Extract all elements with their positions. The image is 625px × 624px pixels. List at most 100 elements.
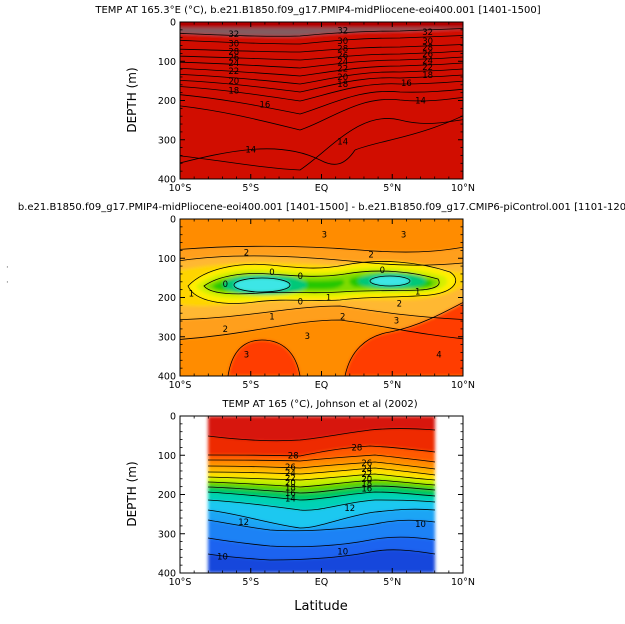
panel-3-band-29 — [208, 416, 435, 441]
panel-2-y-tick-label: 200 — [158, 293, 176, 304]
panel-2-y-tick-label: 100 — [158, 254, 176, 265]
panel-1-contour-label: 20 — [337, 73, 348, 83]
panel-1-contour-label: 20 — [228, 77, 239, 87]
panel-3-contour-label-text: 10 — [337, 547, 348, 557]
panel-3-y-tick-label: 100 — [158, 451, 176, 462]
panel-2-contour-label-text: 3 — [244, 350, 249, 360]
panel-3-contour — [207, 454, 436, 463]
panel-2-contour — [180, 245, 463, 253]
panel-3-ylabel: DEPTH (m) — [125, 461, 139, 526]
panel-3-contour — [207, 461, 436, 470]
panel-1-contour-label: 24 — [337, 57, 348, 67]
panel-1-contour-label-text: 24 — [337, 57, 348, 67]
panel-3-contour — [207, 473, 436, 481]
panel-2-contour-label-text: 3 — [394, 316, 399, 326]
panel-2-contour — [369, 275, 411, 287]
panel-3-contour-label: 18 — [285, 483, 296, 493]
x-axis-label: Latitude — [294, 599, 348, 614]
panel-1-contour — [180, 80, 463, 102]
panel-1-contour-label: 16 — [259, 100, 270, 110]
panel-1-contour-label-text: 28 — [337, 45, 348, 55]
panel-1-contour-label-text: 24 — [228, 59, 239, 69]
panel-1-contour — [180, 56, 463, 69]
panel-2-contour-label: 0 — [298, 272, 303, 282]
panel-1-x-tick-label: 5°S — [242, 183, 259, 194]
stray-mark: · — [6, 263, 9, 273]
panel-2-contour-label: 2 — [368, 250, 373, 260]
panel-2-contour-label: 1 — [269, 312, 274, 322]
panel-1-contour-label: 22 — [228, 67, 239, 77]
panel-2-contour — [344, 301, 463, 376]
panel-1-contour-label: 14 — [415, 97, 426, 107]
panel-2-contour-label: 0 — [298, 297, 303, 307]
panel-1-contour — [180, 62, 463, 77]
panel-1-contour-label: 30 — [337, 37, 348, 47]
panel-1-contour-label-text: 22 — [337, 64, 348, 74]
panel-1-contour-label: 22 — [337, 64, 348, 74]
panel-1-ylabel: DEPTH (m) — [125, 67, 139, 132]
panel-2-contour-label-text: 0 — [269, 268, 274, 278]
panel-2-contour-label-text: 1 — [269, 312, 274, 322]
panel-2-title: b.e21.B1850.f09_g17.PMIP4-midPliocene-eo… — [18, 202, 625, 213]
panel-3-contour-label-text: 28 — [351, 443, 362, 453]
panel-1-contour-label-text: 26 — [422, 50, 433, 60]
panel-2-band-neg3 — [234, 278, 290, 292]
panel-3-contour-label: 16 — [361, 485, 372, 495]
panel-2-contour-label: 0 — [223, 280, 228, 290]
panel-1-contour-label: 32 — [228, 30, 239, 40]
panel-3-contour-label: 12 — [344, 504, 355, 514]
panel-1-contour-label-text: 22 — [228, 67, 239, 77]
panel-1-contour-label: 32 — [422, 28, 433, 38]
panel-2-contour — [233, 277, 291, 293]
panel-2-y-tick-label: 300 — [158, 332, 176, 343]
panel-3-contour — [207, 491, 436, 501]
panel-1-contour-label: 26 — [422, 50, 433, 60]
panel-3-title: TEMP AT 165 (°C), Johnson et al (2002) — [221, 399, 417, 410]
panel-2-contour-label-text: 0 — [223, 280, 228, 290]
panel-1-y-tick-label: 0 — [170, 18, 176, 29]
panel-3-contour-label-text: 24 — [361, 465, 372, 475]
panel-1-contour-label: 24 — [422, 56, 433, 66]
panel-1-y-tick-label: 200 — [158, 96, 176, 107]
panel-1-contour-label-text: 14 — [245, 146, 256, 156]
panel-3-contour — [207, 479, 436, 488]
panel-3-contour-label-text: 26 — [285, 463, 296, 473]
panel-1-contour-label: 14 — [337, 138, 348, 148]
panel-3-y-tick-label: 0 — [170, 412, 176, 423]
panel-3-contour-label-text: 28 — [288, 451, 299, 461]
panel-3-contour — [207, 519, 436, 532]
panel-2-contour-label-text: 2 — [397, 299, 402, 309]
panel-3-x-tick-label: 5°N — [383, 577, 401, 588]
panel-1-x-tick-label: 5°N — [383, 183, 401, 194]
panel-1-contour-label-text: 30 — [422, 37, 433, 47]
panel-2-band-4-a — [228, 340, 300, 376]
panel-2-band-4-b — [345, 302, 463, 376]
panel-2: b.e21.B1850.f09_g17.PMIP4-midPliocene-eo… — [18, 202, 625, 377]
panel-3-contour — [207, 445, 436, 457]
panel-1-contour-label-text: 28 — [422, 44, 433, 54]
panel-2-contour-label: 2 — [397, 299, 402, 309]
panel-2-x-tick-label: 5°N — [383, 380, 401, 391]
panel-2-contour-label: 0 — [269, 268, 274, 278]
panel-2-contour — [227, 339, 301, 376]
panel-2-contour-label-text: 2 — [340, 312, 345, 322]
panel-1-contour-label: 28 — [422, 44, 433, 54]
panel-1-contour-label: 18 — [422, 71, 433, 81]
panel-1-contour-label-text: 18 — [337, 80, 348, 90]
panel-2-contour-label: 1 — [415, 288, 420, 298]
panel-2-contour-label: 3 — [305, 332, 310, 342]
panel-1-contour-label: 16 — [401, 79, 412, 89]
panel-3-contour — [207, 508, 436, 529]
panel-1-contour-label-text: 18 — [228, 87, 239, 97]
panel-1-contour-label-text: 22 — [422, 63, 433, 73]
stray-mark: · — [6, 278, 9, 288]
panel-1-x-tick-label: 10°S — [169, 183, 192, 194]
panel-3-x-tick-label: 5°S — [242, 577, 259, 588]
panel-2-contour-label: 2 — [244, 248, 249, 258]
panel-3-contour-label: 10 — [337, 547, 348, 557]
panel-1-contour-label: 26 — [337, 51, 348, 61]
panel-3-y-tick-label: 400 — [158, 569, 176, 580]
panel-3-contour-label-text: 20 — [285, 479, 296, 489]
panel-2-contour-label-text: 1 — [189, 290, 194, 300]
panel-2-contour-label: 2 — [223, 325, 228, 335]
